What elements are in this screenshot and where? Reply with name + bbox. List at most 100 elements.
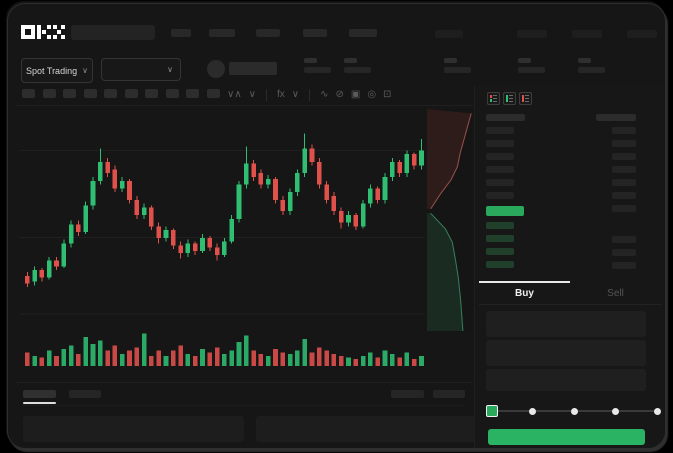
slider-stop[interactable]: [570, 407, 578, 415]
orderbook-right-row-placeholder[interactable]: [612, 205, 636, 212]
nav-item-placeholder[interactable]: [171, 29, 191, 37]
timeframe-preset-placeholder[interactable]: [124, 89, 138, 98]
toolbar-divider: [265, 89, 267, 101]
toolbar-divider: [309, 89, 311, 101]
chevron-down-icon[interactable]: ∨: [291, 89, 300, 100]
stat-label-placeholder: [578, 67, 605, 73]
bid-row-placeholder[interactable]: [486, 235, 514, 242]
slider-stop[interactable]: [529, 407, 536, 415]
orderbook-panel: Buy Sell: [475, 86, 665, 448]
ticker-stat-placeholder: [444, 58, 474, 78]
stat-value-placeholder: [344, 58, 357, 63]
bid-row-placeholder[interactable]: [486, 222, 514, 229]
stat-label-placeholder: [444, 67, 471, 73]
nav-right-item-placeholder[interactable]: [572, 30, 602, 38]
orderbook-right-row-placeholder[interactable]: [612, 153, 636, 160]
stat-label-placeholder: [518, 67, 545, 73]
nav-item-placeholder[interactable]: [209, 29, 235, 37]
nav-item-placeholder[interactable]: [256, 29, 280, 37]
ask-row-placeholder[interactable]: [486, 140, 514, 147]
settings-icon[interactable]: ◎: [367, 89, 377, 100]
ask-row-placeholder[interactable]: [486, 192, 514, 199]
price-chart-canvas[interactable]: [19, 110, 425, 370]
bid-row-placeholder[interactable]: [486, 261, 514, 268]
orderbook-right-row-placeholder[interactable]: [612, 249, 636, 256]
bottom-panel: [8, 384, 477, 448]
slider-stop[interactable]: [612, 407, 619, 415]
ask-row-placeholder[interactable]: [486, 153, 514, 160]
tab-buy[interactable]: Buy: [479, 281, 570, 303]
timeframe-preset-placeholder[interactable]: [63, 89, 76, 98]
orderbook-both-icon[interactable]: [487, 92, 500, 105]
orderbook-header-placeholder: [486, 114, 525, 121]
indicators-icon[interactable]: fx: [276, 89, 285, 100]
orderbook-right-row-placeholder[interactable]: [612, 140, 636, 147]
orderbook-header-placeholder: [596, 114, 636, 121]
line-style-icon[interactable]: ∨: [248, 89, 256, 100]
stat-label-placeholder: [344, 67, 371, 73]
fullscreen-icon[interactable]: ⊡: [383, 89, 392, 100]
nav-right-item-placeholder[interactable]: [627, 30, 657, 38]
orderbook-right-row-placeholder[interactable]: [612, 192, 636, 199]
last-price-highlight[interactable]: [486, 206, 524, 216]
tab-sell[interactable]: Sell: [570, 281, 661, 303]
timeframe-preset-placeholder[interactable]: [206, 89, 220, 98]
tab-buy-label: Buy: [515, 288, 534, 299]
stat-value-placeholder: [518, 58, 531, 63]
orderbook-right-row-placeholder[interactable]: [612, 166, 636, 173]
search-input[interactable]: [71, 25, 155, 40]
draw-tool-icon[interactable]: ⊘: [335, 89, 344, 100]
stat-value-placeholder: [304, 58, 317, 63]
bottom-action-placeholder[interactable]: [391, 390, 424, 398]
ticker-stat-placeholder: [304, 58, 334, 78]
orders-table-placeholder: [23, 416, 244, 442]
nav-item-placeholder[interactable]: [303, 29, 327, 37]
bottom-action-placeholder[interactable]: [433, 390, 465, 398]
timeframe-preset-placeholder[interactable]: [104, 89, 117, 98]
camera-icon[interactable]: ▣: [350, 89, 361, 100]
market-bar: Spot Trading ∨ ∨: [8, 54, 665, 86]
buy-submit-button[interactable]: [488, 429, 645, 445]
market-mode-selector[interactable]: Spot Trading ∨: [21, 58, 93, 83]
timeframe-preset-placeholder[interactable]: [186, 89, 199, 98]
nav-right-item-placeholder[interactable]: [435, 30, 463, 38]
price-field[interactable]: [486, 311, 646, 337]
timeframe-preset-placeholder[interactable]: [145, 89, 158, 98]
chart-toolbar: ∨∧ ∨ fx ∨ ∿ ⊘ ▣ ◎ ⊡: [8, 86, 473, 106]
orderbook-right-row-placeholder[interactable]: [612, 127, 636, 134]
ask-row-placeholder[interactable]: [486, 166, 514, 173]
bid-row-placeholder[interactable]: [486, 248, 514, 255]
slider-stop[interactable]: [653, 407, 661, 415]
pair-selector[interactable]: ∨: [101, 58, 181, 81]
amount-slider[interactable]: [475, 401, 665, 421]
chevron-down-icon: ∨: [82, 65, 88, 75]
ticker-stat-placeholder: [344, 58, 374, 78]
timeframe-preset-placeholder[interactable]: [22, 89, 35, 98]
bottom-tab-active-indicator: [23, 402, 56, 404]
orderbook-asks-icon[interactable]: [519, 92, 532, 105]
amount-field[interactable]: [486, 340, 646, 366]
timeframe-preset-placeholder[interactable]: [83, 89, 97, 98]
timeframe-preset-placeholder[interactable]: [42, 89, 56, 98]
wave-tool-icon[interactable]: ∿: [320, 89, 329, 100]
total-field[interactable]: [486, 369, 646, 391]
orderbook-bids-icon[interactable]: [503, 92, 516, 105]
ask-row-placeholder[interactable]: [486, 127, 514, 134]
depth-chart[interactable]: [427, 109, 473, 331]
orderbook-right-row-placeholder[interactable]: [612, 179, 636, 186]
slider-handle[interactable]: [485, 404, 498, 417]
ask-row-placeholder[interactable]: [486, 179, 514, 186]
orderbook-right-row-placeholder[interactable]: [612, 236, 636, 243]
nav-right-item-placeholder[interactable]: [517, 30, 547, 38]
timeframe-preset-placeholder[interactable]: [165, 89, 179, 98]
tab-active-indicator: [479, 281, 570, 283]
top-nav: [8, 4, 665, 52]
bottom-tab-active[interactable]: [23, 390, 56, 398]
candle-style-icon[interactable]: ∨∧: [227, 89, 242, 100]
pair-name-placeholder: [229, 62, 277, 75]
pair-coin-icon: [207, 60, 225, 78]
nav-item-placeholder[interactable]: [349, 29, 377, 37]
orderbook-right-row-placeholder[interactable]: [612, 262, 636, 269]
bottom-tab[interactable]: [69, 390, 101, 398]
okx-logo[interactable]: [21, 25, 67, 40]
